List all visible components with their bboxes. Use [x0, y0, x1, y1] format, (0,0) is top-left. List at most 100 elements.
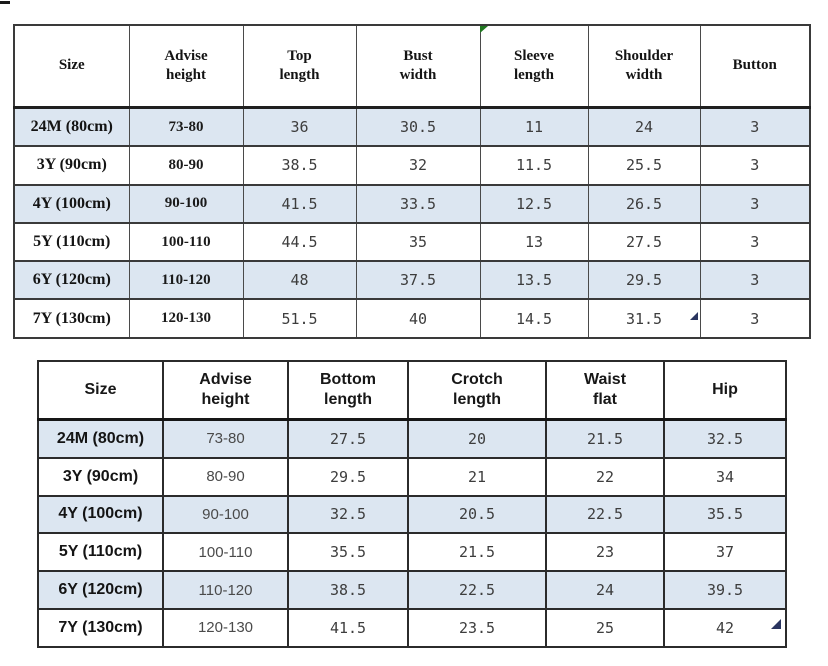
value-cell: 35.5 — [663, 494, 787, 535]
size-row-6y-120cm: 6Y (120cm) 110-120 48 37.5 13.5 29.5 3 — [13, 260, 811, 301]
value-cell: 12.5 — [479, 183, 589, 224]
header-line: Crotch — [451, 371, 503, 388]
value-cell: 30.5 — [355, 106, 481, 148]
size-row-3y-90cm: 3Y (90cm) 80-90 29.5 21 22 34 — [37, 456, 787, 497]
size-row-7y-130cm: 7Y (130cm) 120-130 51.5 40 14.5 31.5 3 — [13, 298, 811, 339]
value-cell: 32.5 — [287, 494, 409, 535]
header-line: Shoulder — [614, 47, 674, 64]
value-cell: 27.5 — [287, 418, 409, 459]
bottom-table-body: 24M (80cm) 73-80 27.5 20 21.5 32.5 3Y (90cm) 80… — [37, 418, 787, 648]
value-cell: 35.5 — [287, 532, 409, 573]
value-cell: 40 — [355, 298, 481, 339]
value-cell: 25 — [545, 607, 665, 648]
value-cell: 41.5 — [287, 607, 409, 648]
value-cell: 3 — [699, 260, 811, 301]
column-header-top-length: Top length — [242, 24, 357, 109]
corner-triangle-icon — [690, 312, 698, 320]
column-header-advise-height: Advise height — [128, 24, 244, 109]
column-header-advise-height: Advise height — [162, 360, 289, 421]
value-cell: 38.5 — [242, 145, 357, 186]
header-line: Bottom — [320, 371, 376, 388]
value-cell: 11.5 — [479, 145, 589, 186]
value-cell: 20 — [407, 418, 547, 459]
value-cell: 37 — [663, 532, 787, 573]
value-cell: 26.5 — [587, 183, 701, 224]
column-header-size: Size — [37, 360, 164, 421]
size-cell: 24M (80cm) — [13, 106, 130, 148]
value-cell: 110-120 — [128, 260, 244, 301]
column-header-waist-flat: Waist flat — [545, 360, 665, 421]
size-cell: 7Y (130cm) — [37, 607, 164, 648]
value-cell: 3 — [699, 145, 811, 186]
value-cell: 33.5 — [355, 183, 481, 224]
value-cell: 3 — [699, 183, 811, 224]
header-line: flat — [593, 391, 617, 408]
bottom-table-header: Size Advise height Bottom length Crotch length… — [37, 360, 787, 421]
size-cell: 24M (80cm) — [37, 418, 164, 459]
value-cell: 80-90 — [162, 456, 289, 497]
value-cell: 36 — [242, 106, 357, 148]
value-cell: 90-100 — [128, 183, 244, 224]
comment-marker-icon — [480, 26, 488, 33]
bottom-size-table: Size Advise height Bottom length Crotch length… — [37, 360, 787, 648]
value-cell: 24 — [545, 570, 665, 610]
value-cell: 24 — [587, 106, 701, 148]
value-cell: 22 — [545, 456, 665, 497]
value-cell: 48 — [242, 260, 357, 301]
top-table-body: 24M (80cm) 73-80 36 30.5 11 24 3 3Y (90cm) 80-90… — [13, 106, 811, 339]
value-cell: 120-130 — [128, 298, 244, 339]
header-line: width — [625, 67, 663, 83]
value-cell: 21.5 — [545, 418, 665, 459]
top-table-header: Size Advise height Top length Bust width Sleeve… — [13, 24, 811, 109]
column-header-shoulder-width: Shoulder width — [587, 24, 701, 109]
size-cell: 6Y (120cm) — [13, 260, 130, 301]
crop-edge-tick — [0, 1, 10, 4]
value-cell: 25.5 — [587, 145, 701, 186]
column-header-button: Button — [699, 24, 811, 109]
value-cell: 23 — [545, 532, 665, 573]
header-line: length — [453, 391, 501, 408]
value-cell: 3 — [699, 298, 811, 339]
value-cell: 22.5 — [545, 494, 665, 535]
value-cell: 3 — [699, 221, 811, 263]
header-line: Waist — [583, 371, 627, 388]
size-cell: 5Y (110cm) — [37, 532, 164, 573]
header-line: Bust — [403, 47, 433, 64]
value-cell: 20.5 — [407, 494, 547, 535]
header-line: length — [279, 67, 320, 83]
size-row-4y-100cm: 4Y (100cm) 90-100 32.5 20.5 22.5 35.5 — [37, 494, 787, 535]
header-line: height — [201, 391, 250, 408]
value-cell: 13 — [479, 221, 589, 263]
value-cell: 14.5 — [479, 298, 589, 339]
value-cell: 120-130 — [162, 607, 289, 648]
size-row-24m-80cm: 24M (80cm) 73-80 36 30.5 11 24 3 — [13, 106, 811, 148]
value-cell: 31.5 — [587, 298, 701, 339]
value-cell: 27.5 — [587, 221, 701, 263]
size-cell: 6Y (120cm) — [37, 570, 164, 610]
value-cell: 32.5 — [663, 418, 787, 459]
corner-triangle-icon — [771, 619, 781, 629]
value-cell: 29.5 — [587, 260, 701, 301]
column-header-size: Size — [13, 24, 130, 109]
column-header-bust-width: Bust width — [355, 24, 481, 109]
size-row-3y-90cm: 3Y (90cm) 80-90 38.5 32 11.5 25.5 3 — [13, 145, 811, 186]
value-cell: 90-100 — [162, 494, 289, 535]
column-header-sleeve-length: Sleeve length — [479, 24, 589, 109]
size-row-7y-130cm: 7Y (130cm) 120-130 41.5 23.5 25 42 — [37, 607, 787, 648]
value-cell: 100-110 — [162, 532, 289, 573]
value-cell: 23.5 — [407, 607, 547, 648]
value-cell: 73-80 — [162, 418, 289, 459]
header-line: width — [399, 67, 437, 83]
column-header-bottom-length: Bottom length — [287, 360, 409, 421]
size-cell: 7Y (130cm) — [13, 298, 130, 339]
header-row: Size Advise height Bottom length Crotch length… — [37, 360, 787, 421]
size-cell: 3Y (90cm) — [37, 456, 164, 497]
value-cell: 100-110 — [128, 221, 244, 263]
value-cell: 42 — [663, 607, 787, 648]
value-cell: 38.5 — [287, 570, 409, 610]
value-cell: 110-120 — [162, 570, 289, 610]
top-size-table: Size Advise height Top length Bust width Sleeve… — [13, 24, 811, 339]
value-cell: 44.5 — [242, 221, 357, 263]
size-row-4y-100cm: 4Y (100cm) 90-100 41.5 33.5 12.5 26.5 3 — [13, 183, 811, 224]
